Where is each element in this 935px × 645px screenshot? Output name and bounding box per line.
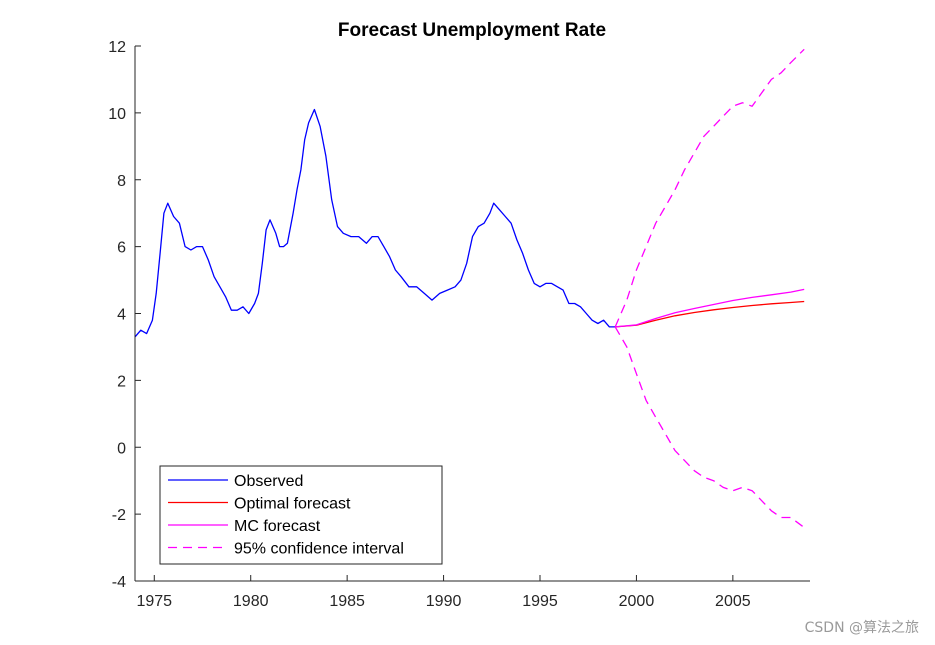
- y-tick-label: 2: [117, 373, 126, 390]
- y-tick-label: -4: [112, 574, 126, 591]
- y-tick-label: 10: [108, 106, 126, 123]
- series-line-mc-forecast: [615, 288, 805, 328]
- legend-entry-label: 95% confidence interval: [234, 541, 404, 558]
- legend: Observed Optimal forecast MC forecast 95% c…: [159, 465, 443, 565]
- x-tick-label: 2005: [715, 593, 751, 610]
- legend-entry-label: Observed: [234, 473, 303, 490]
- x-tick-label: 1985: [329, 593, 365, 610]
- y-tick-label: 6: [117, 240, 126, 257]
- series-layer: [135, 48, 805, 529]
- y-tick-label: 4: [117, 307, 126, 324]
- y-tick-label: 12: [108, 39, 126, 56]
- series-line-confidence-lower: [614, 326, 805, 529]
- series-line-optimal-forecast: [615, 300, 805, 328]
- x-tick-label: 1980: [233, 593, 269, 610]
- x-tick-label: 1990: [426, 593, 462, 610]
- series-line-observed: [135, 108, 616, 338]
- series-line-95-confidence-interval: [614, 48, 805, 328]
- legend-entry-label: Optimal forecast: [234, 496, 351, 513]
- y-tick-label: 0: [117, 440, 126, 457]
- legend-entry-label: MC forecast: [234, 518, 321, 535]
- axes-layer: 1975 1980 1985 1990 1995 2000 2005 -4 -2 0 2 4 6 8 10 1…: [108, 39, 810, 610]
- y-tick-label: 8: [117, 173, 126, 190]
- x-tick-label: 1995: [522, 593, 558, 610]
- y-tick-label: -2: [112, 507, 126, 524]
- watermark-text: CSDN @算法之旅: [804, 620, 919, 636]
- x-tick-label: 2000: [619, 593, 655, 610]
- chart-title: Forecast Unemployment Rate: [338, 20, 606, 41]
- x-tick-label: 1975: [136, 593, 172, 610]
